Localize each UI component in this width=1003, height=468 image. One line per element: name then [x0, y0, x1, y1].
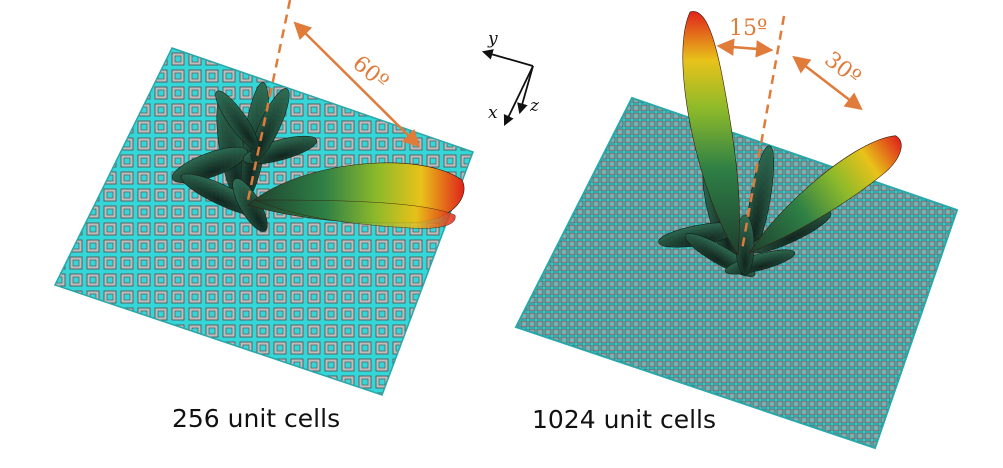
- angle-arrow-15: [716, 38, 774, 58]
- main-beam-30: [748, 135, 902, 254]
- angle-label-15: 15º: [729, 16, 767, 41]
- left-panel: 60º 256 unit cells: [53, 0, 474, 433]
- axis-y-label: y: [487, 29, 498, 49]
- axis-x-label: x: [488, 103, 498, 123]
- angle-arrow-30: [792, 55, 863, 111]
- main-beam-60: [247, 162, 465, 229]
- axis-z-label: z: [529, 96, 540, 116]
- angle-label-60: 60º: [348, 51, 393, 95]
- normal-guide-left: [246, 0, 292, 201]
- right-panel: 15º 30º 1024 unit cells: [514, 11, 959, 450]
- caption-256: 256 unit cells: [172, 404, 340, 433]
- normal-guide-right: [740, 15, 786, 251]
- angle-arrow-60: [293, 21, 421, 148]
- axis-triad: y x z: [481, 29, 540, 126]
- caption-1024: 1024 unit cells: [532, 405, 716, 434]
- angle-label-30: 30º: [820, 47, 866, 90]
- main-beam-15: [682, 11, 740, 256]
